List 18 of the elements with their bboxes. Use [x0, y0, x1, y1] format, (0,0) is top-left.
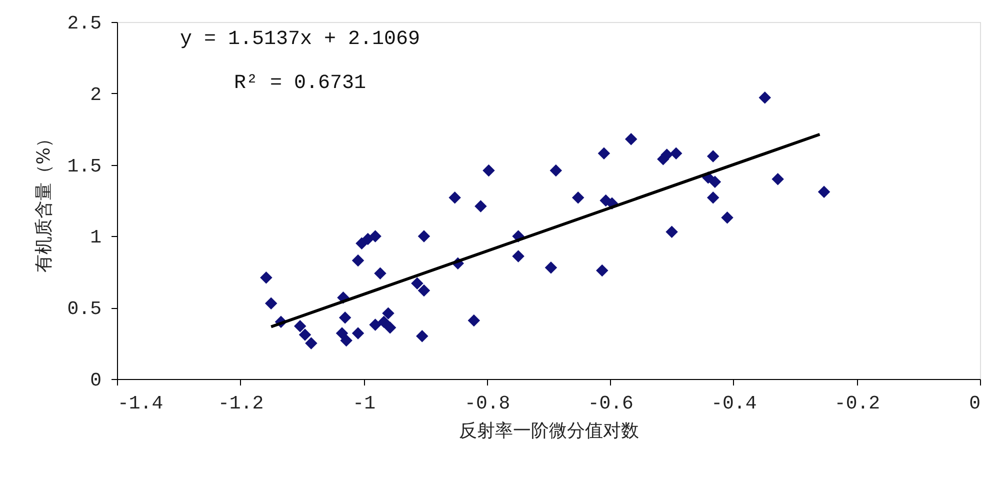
x-tick-label: -0.4 [711, 392, 757, 414]
x-tick-label: -0.8 [464, 392, 510, 414]
annotation: R² = 0.6731 [234, 72, 366, 95]
y-tick-label: 2 [90, 84, 102, 106]
y-tick-label: 0.5 [67, 298, 102, 320]
y-tick-label: 1.5 [67, 155, 102, 178]
x-tick-label: -0.6 [588, 392, 634, 414]
x-tick-label: -1 [352, 392, 376, 414]
x-tick-label: -1.2 [218, 392, 264, 414]
x-axis-title: 反射率一阶微分值对数 [459, 420, 639, 442]
annotation: y = 1.5137x + 2.1069 [180, 28, 420, 51]
y-tick-label: 0 [90, 370, 102, 392]
x-tick-label: 0 [969, 392, 980, 414]
y-tick-label: 2.5 [67, 12, 102, 34]
y-axis-title: 有机质含量（%） [33, 129, 54, 273]
x-tick-label: -0.2 [834, 392, 880, 414]
x-tick-label: -1.4 [118, 392, 164, 414]
y-tick-label: 1 [90, 226, 102, 249]
